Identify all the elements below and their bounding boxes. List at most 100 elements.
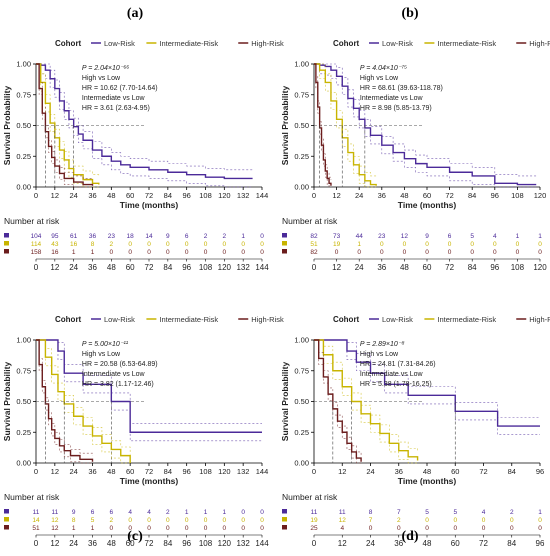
risk-table-cell: 11 xyxy=(339,509,346,516)
risk-table-cell: 1 xyxy=(72,249,76,256)
risk-x-tick-label: 108 xyxy=(199,263,213,272)
y-tick-label: 0.25 xyxy=(294,152,309,161)
y-tick-label: 0.00 xyxy=(16,459,31,468)
risk-table-cell: 0 xyxy=(403,249,407,256)
risk-table-cell: 12 xyxy=(51,525,59,532)
x-tick-label: 48 xyxy=(107,467,115,476)
risk-table-cell: 0 xyxy=(185,525,189,532)
x-tick-label: 72 xyxy=(145,467,153,476)
risk-table-cell: 0 xyxy=(128,249,132,256)
risk-table-cell: 0 xyxy=(223,517,227,524)
risk-table-cell: 12 xyxy=(51,517,59,524)
stat-annotation: HR = 20.58 (6.53-64.89) xyxy=(82,361,158,368)
risk-table-cell: 36 xyxy=(89,233,97,240)
risk-table-cell: 25 xyxy=(310,525,318,532)
x-tick-label: 36 xyxy=(88,191,96,200)
risk-table-cell: 4 xyxy=(147,509,151,516)
risk-x-tick-label: 120 xyxy=(533,263,547,272)
risk-table-cell: 1 xyxy=(204,509,208,516)
ci-upper-line xyxy=(314,339,540,418)
x-tick-label: 96 xyxy=(182,191,190,200)
risk-table-cell: 0 xyxy=(147,241,151,248)
risk-table-cell: 0 xyxy=(260,249,264,256)
risk-table-title: Number at risk xyxy=(4,216,60,226)
risk-table-cell: 0 xyxy=(260,241,264,248)
risk-table-cell: 51 xyxy=(310,241,318,248)
risk-x-tick-label: 108 xyxy=(199,539,213,548)
risk-x-tick-label: 60 xyxy=(126,539,135,548)
y-axis-label: Survival Probability xyxy=(280,86,290,166)
risk-table-cell: 0 xyxy=(147,517,151,524)
risk-table-cell: 0 xyxy=(204,517,208,524)
risk-table-cell: 4 xyxy=(482,509,486,516)
survival-curve-low-risk xyxy=(36,339,262,433)
risk-table-cell: 0 xyxy=(241,249,245,256)
risk-table-cell: 0 xyxy=(425,249,429,256)
risk-x-tick-label: 12 xyxy=(50,539,59,548)
x-tick-label: 72 xyxy=(479,467,487,476)
risk-table-cell: 0 xyxy=(510,525,514,532)
risk-table-cell: 9 xyxy=(72,509,76,516)
risk-table-cell: 0 xyxy=(448,249,452,256)
risk-table-cell: 1 xyxy=(538,233,542,240)
risk-table-cell: 0 xyxy=(538,249,542,256)
risk-x-tick-label: 144 xyxy=(255,539,269,548)
x-tick-label: 60 xyxy=(126,191,134,200)
stat-annotation: HR = 10.62 (7.70-14.64) xyxy=(82,85,158,92)
risk-x-tick-label: 48 xyxy=(423,539,432,548)
legend-item: High-Risk xyxy=(529,39,550,48)
risk-table-cell: 0 xyxy=(260,517,264,524)
risk-table-cell: 1 xyxy=(72,525,76,532)
x-tick-label: 84 xyxy=(164,467,172,476)
risk-table-cell: 0 xyxy=(204,249,208,256)
y-tick-label: 1.00 xyxy=(294,60,309,69)
x-tick-label: 0 xyxy=(34,467,38,476)
risk-x-tick-label: 48 xyxy=(400,263,409,272)
risk-table-cell: 82 xyxy=(310,233,318,240)
risk-x-tick-label: 96 xyxy=(490,263,499,272)
stat-annotation: HR = 68.61 (39.63-118.78) xyxy=(360,85,443,92)
risk-table-title: Number at risk xyxy=(282,216,338,226)
risk-table-cell: 7 xyxy=(369,517,373,524)
stat-annotation: P = 4.04×10⁻⁷⁵ xyxy=(360,65,407,72)
risk-table-cell: 104 xyxy=(31,233,42,240)
legend: Cohort Low-Risk Intermediate-Risk High-Risk xyxy=(55,315,284,324)
survival-curve-low-risk xyxy=(36,63,253,180)
y-tick-label: 0.50 xyxy=(16,397,31,406)
ci-upper-line xyxy=(314,63,537,177)
x-tick-label: 0 xyxy=(34,191,38,200)
y-tick-label: 0.25 xyxy=(294,428,309,437)
risk-x-tick-label: 72 xyxy=(145,539,154,548)
risk-row-swatch xyxy=(282,233,287,238)
x-tick-label: 144 xyxy=(256,467,269,476)
ci-lower-line xyxy=(314,339,540,436)
stat-annotation: Intermediate vs Low xyxy=(360,371,424,378)
risk-table-cell: 0 xyxy=(425,241,429,248)
risk-x-tick-label: 36 xyxy=(88,539,97,548)
risk-table-cell: 23 xyxy=(378,233,386,240)
y-tick-label: 0.00 xyxy=(16,183,31,192)
risk-table-cell: 0 xyxy=(453,525,457,532)
risk-x-tick-label: 36 xyxy=(394,539,403,548)
risk-table-cell: 0 xyxy=(166,241,170,248)
risk-table-cell: 23 xyxy=(108,233,116,240)
risk-table-cell: 7 xyxy=(397,509,401,516)
panel-a: (a) Cohort Low-Risk Intermediate-Risk High-R… xyxy=(2,6,284,272)
risk-table-cell: 4 xyxy=(340,525,344,532)
risk-table-cell: 11 xyxy=(33,509,40,516)
x-tick-label: 120 xyxy=(218,191,231,200)
legend-item: High-Risk xyxy=(251,315,284,324)
risk-table-cell: 0 xyxy=(166,517,170,524)
legend-item: High-Risk xyxy=(251,39,284,48)
risk-table-cell: 43 xyxy=(51,241,59,248)
legend-item: Intermediate-Risk xyxy=(159,315,218,324)
risk-x-tick-label: 132 xyxy=(236,539,250,548)
risk-table-cell: 44 xyxy=(356,233,364,240)
stat-annotation: HR = 5.38 (1.78-16.25) xyxy=(360,381,432,388)
x-axis-label: Time (months) xyxy=(398,476,457,486)
x-tick-label: 48 xyxy=(423,467,431,476)
risk-x-tick-label: 108 xyxy=(511,263,525,272)
risk-table-cell: 0 xyxy=(204,241,208,248)
risk-table-cell: 1 xyxy=(91,525,95,532)
